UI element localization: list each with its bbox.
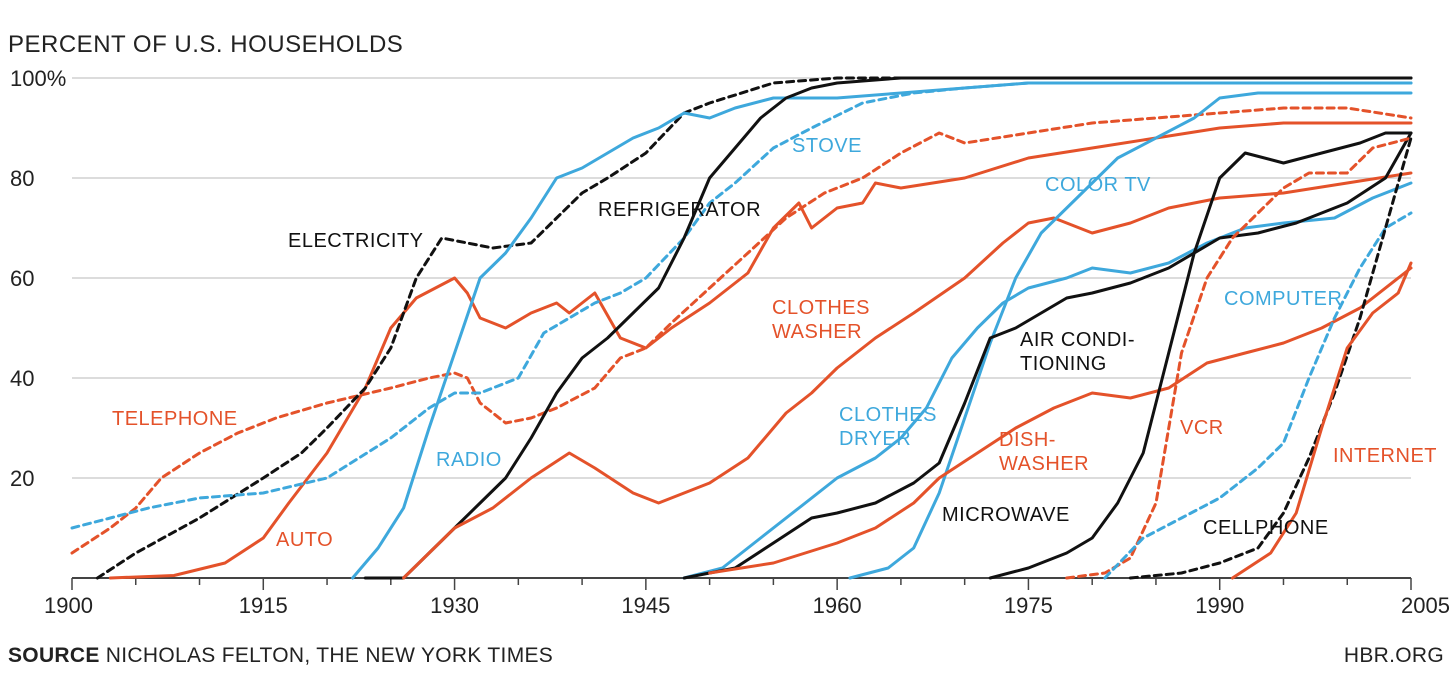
series-label-clothes-washer: WASHER bbox=[772, 321, 862, 343]
series-line-electricity bbox=[96, 76, 1413, 580]
series-label-dishwasher: WASHER bbox=[999, 453, 1089, 475]
series-label-color-tv: COLOR TV bbox=[1045, 174, 1151, 196]
x-axis-labels: 1900 1915 1930 1945 1960 1975 1990 2005 bbox=[44, 593, 1450, 618]
x-tick-label: 2005 bbox=[1401, 593, 1450, 618]
series-label-clothes-dryer: DRYER bbox=[839, 428, 911, 450]
series-line-radio bbox=[351, 81, 1413, 580]
chart-title: PERCENT OF U.S. HOUSEHOLDS bbox=[8, 31, 403, 58]
series-line-telephone bbox=[70, 106, 1413, 555]
source-note: SOURCE NICHOLAS FELTON, THE NEW YORK TIM… bbox=[8, 644, 553, 668]
series-line-clothes-dryer bbox=[682, 181, 1413, 580]
series-line-microwave bbox=[988, 131, 1413, 580]
x-tick-label: 1990 bbox=[1195, 593, 1244, 618]
series-label-air-conditioning: AIR CONDI- bbox=[1020, 329, 1135, 351]
series-label-auto: AUTO bbox=[276, 529, 333, 551]
series-label-air-conditioning: TIONING bbox=[1020, 353, 1107, 375]
series-line-refrigerator bbox=[363, 76, 1413, 580]
source-key: SOURCE bbox=[8, 644, 100, 667]
series-lines bbox=[70, 76, 1413, 580]
series-label-computer: COMPUTER bbox=[1224, 288, 1342, 310]
x-axis bbox=[71, 577, 1412, 590]
y-tick-label: 60 bbox=[10, 266, 34, 291]
series-line-air-conditioning bbox=[682, 131, 1413, 580]
series-label-electricity: ELECTRICITY bbox=[288, 230, 424, 252]
series-line-color-tv bbox=[848, 91, 1413, 580]
x-tick-label: 1945 bbox=[621, 593, 670, 618]
series-label-cellphone: CELLPHONE bbox=[1203, 517, 1329, 539]
series-line-clothes-washer bbox=[402, 171, 1413, 580]
site-link[interactable]: HBR.ORG bbox=[1343, 644, 1444, 667]
y-tick-label: 40 bbox=[10, 366, 34, 391]
series-label-telephone: TELEPHONE bbox=[112, 408, 238, 430]
x-tick-label: 1975 bbox=[1004, 593, 1053, 618]
source-text: NICHOLAS FELTON, THE NEW YORK TIMES bbox=[105, 644, 554, 667]
series-line-internet bbox=[1231, 261, 1413, 580]
series-label-internet: INTERNET bbox=[1333, 445, 1437, 467]
y-tick-label: 20 bbox=[10, 466, 34, 491]
series-line-computer bbox=[1103, 211, 1413, 580]
series-line-cellphone bbox=[1128, 136, 1413, 580]
y-tick-label: 100% bbox=[10, 66, 66, 91]
series-line-stove bbox=[70, 81, 1413, 530]
x-tick-label: 1900 bbox=[44, 593, 93, 618]
series-label-vcr: VCR bbox=[1180, 417, 1224, 439]
x-tick-label: 1915 bbox=[239, 593, 288, 618]
series-line-vcr bbox=[1065, 136, 1413, 580]
y-tick-label: 80 bbox=[10, 166, 34, 191]
x-tick-label: 1930 bbox=[430, 593, 479, 618]
series-label-clothes-washer: CLOTHES bbox=[772, 297, 870, 319]
y-axis-labels: 20 40 60 80 100% bbox=[10, 66, 66, 491]
series-labels: TELEPHONE AUTO ELECTRICITY RADIO STOVE REFRIG… bbox=[112, 135, 1437, 551]
series-label-stove: STOVE bbox=[792, 135, 862, 157]
series-label-clothes-dryer: CLOTHES bbox=[839, 404, 937, 426]
series-label-microwave: MICROWAVE bbox=[942, 504, 1070, 526]
series-label-dishwasher: DISH- bbox=[999, 429, 1056, 451]
series-label-radio: RADIO bbox=[436, 449, 502, 471]
series-line-dishwasher bbox=[708, 266, 1413, 575]
series-label-refrigerator: REFRIGERATOR bbox=[598, 199, 761, 221]
x-tick-label: 1960 bbox=[813, 593, 862, 618]
